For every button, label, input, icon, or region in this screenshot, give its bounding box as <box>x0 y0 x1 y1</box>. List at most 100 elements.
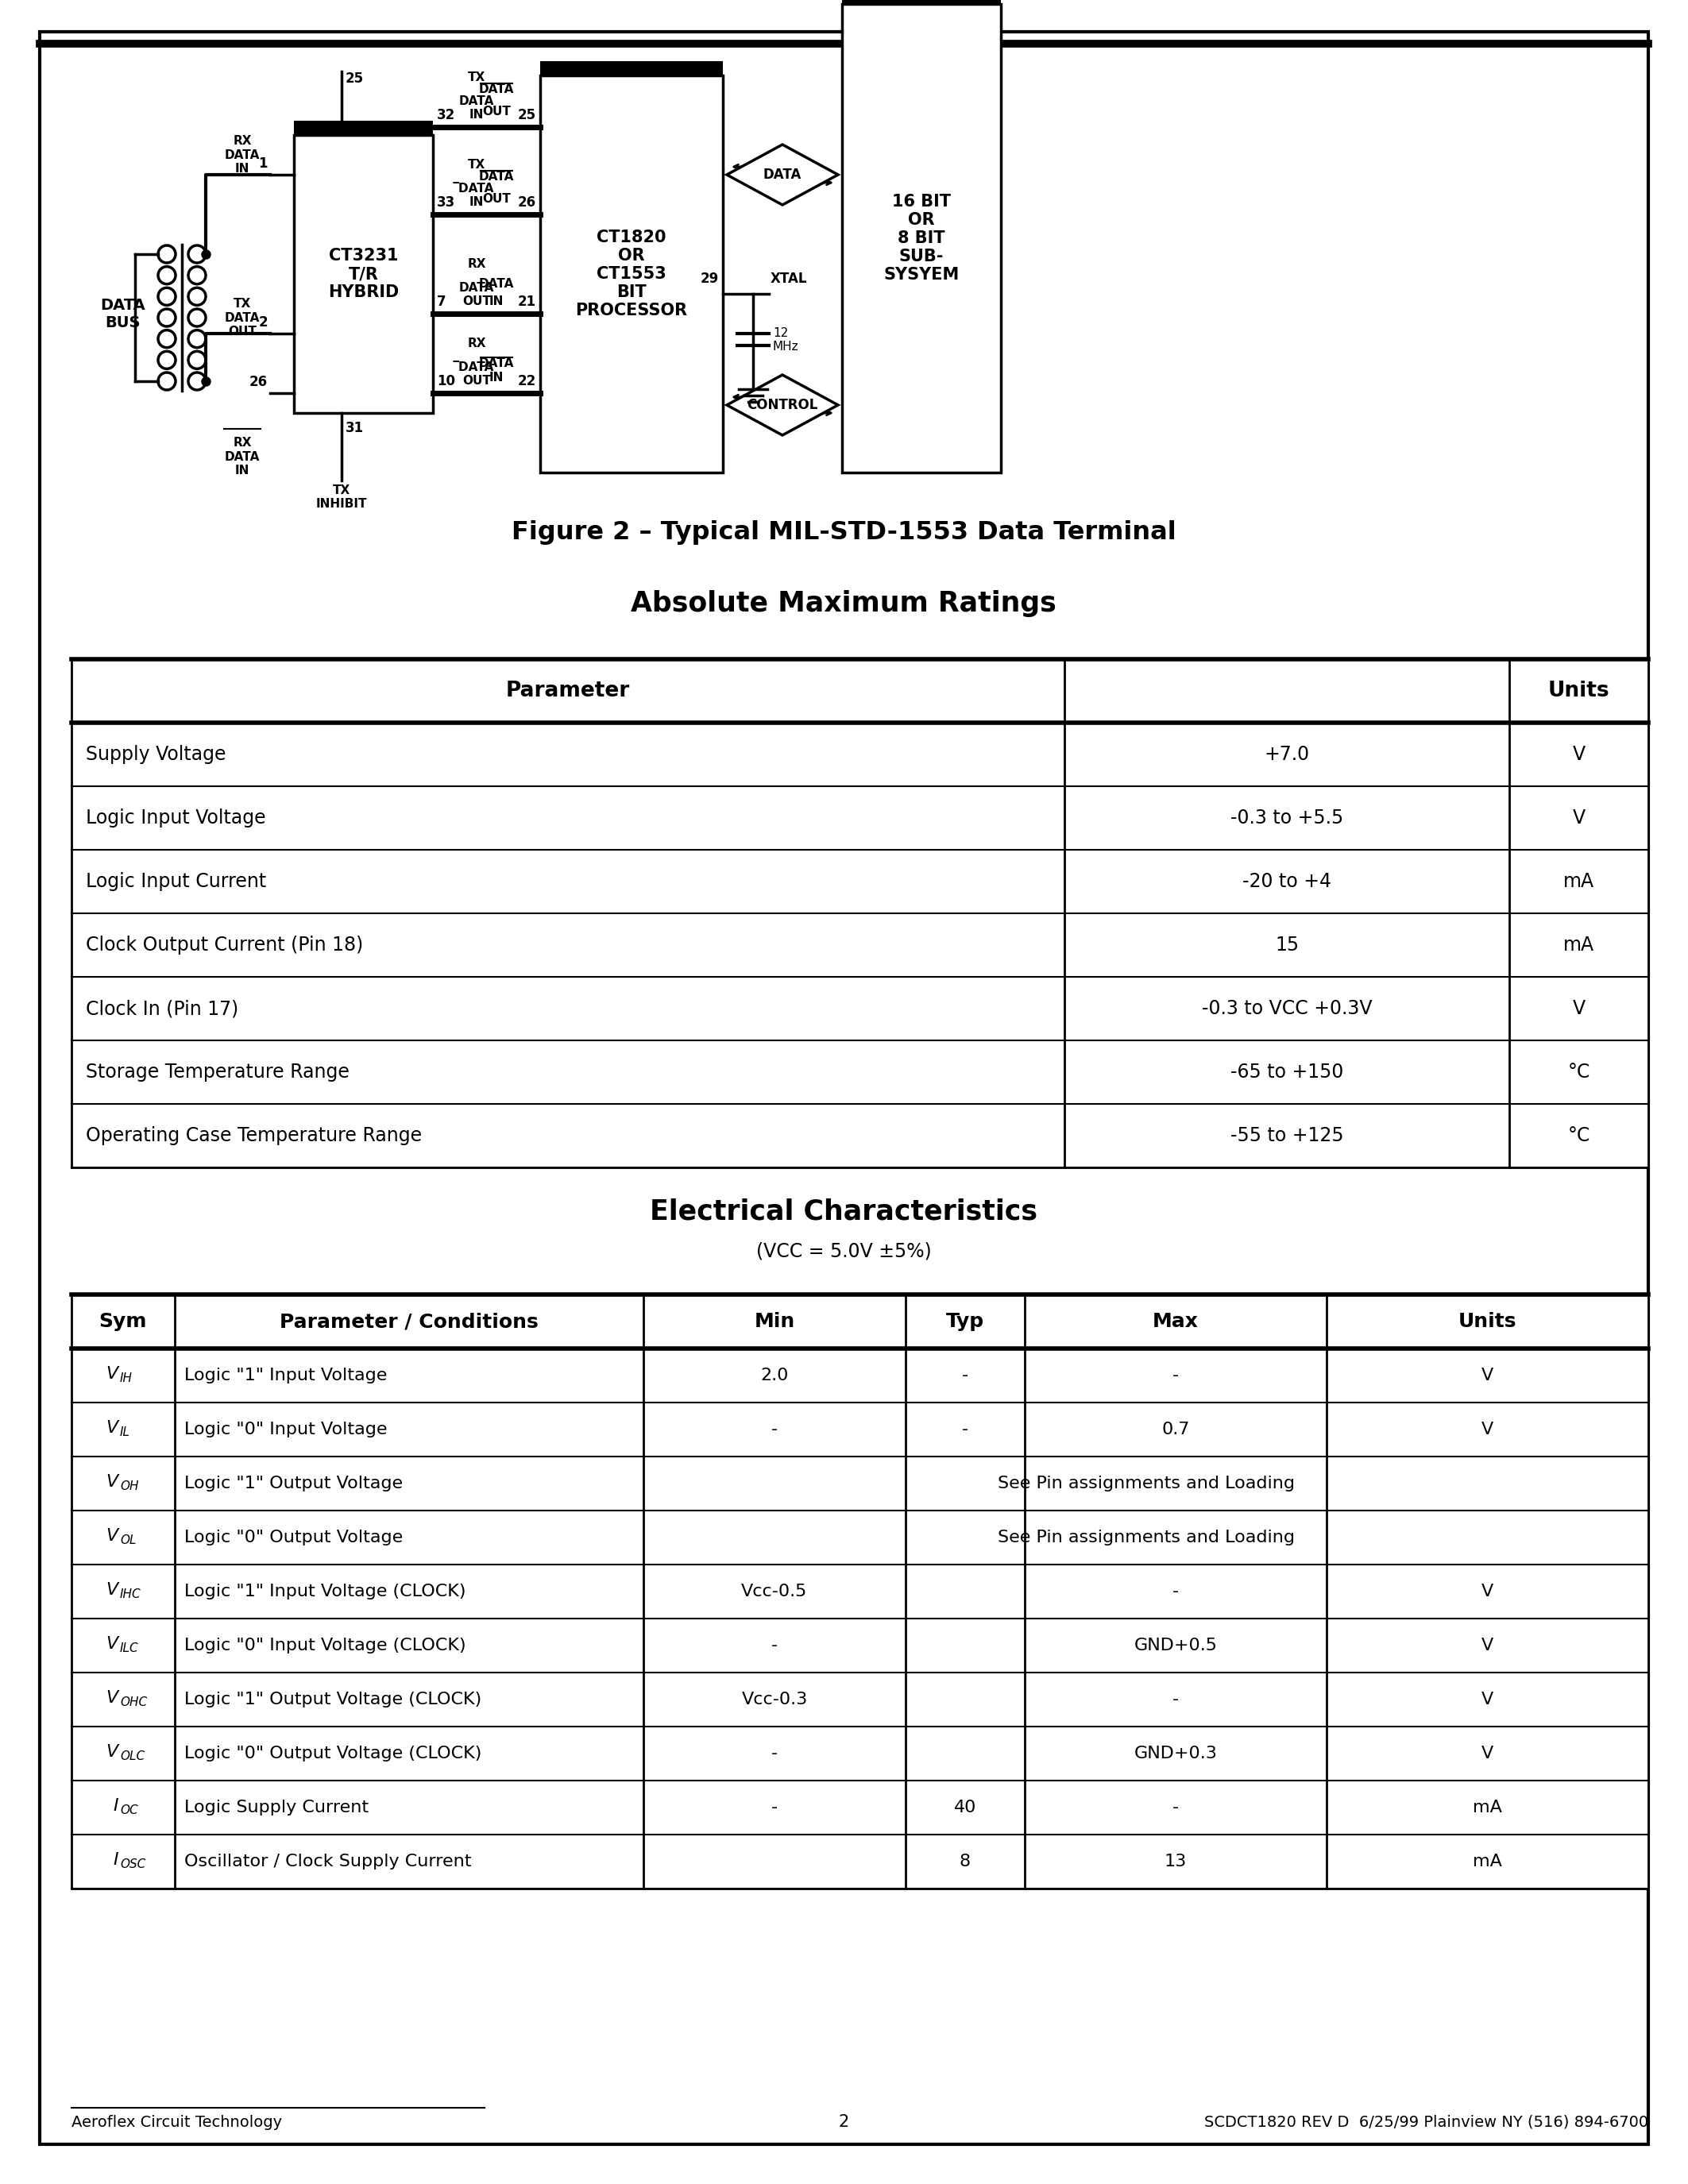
Text: °C: °C <box>1568 1064 1590 1081</box>
Text: 21: 21 <box>518 295 537 308</box>
Text: 1: 1 <box>258 157 268 170</box>
Circle shape <box>159 288 176 306</box>
Text: 15: 15 <box>1274 935 1298 954</box>
Text: 29: 29 <box>701 271 719 286</box>
Bar <box>540 76 722 472</box>
Text: TX: TX <box>468 159 486 170</box>
Text: IN: IN <box>490 371 503 384</box>
Text: 25: 25 <box>518 107 537 122</box>
Text: Supply Voltage: Supply Voltage <box>86 745 226 764</box>
Text: 8: 8 <box>959 1854 971 1870</box>
Text: -: - <box>771 1800 778 1815</box>
Text: OLC: OLC <box>120 1752 145 1762</box>
Text: V: V <box>1573 745 1585 764</box>
Bar <box>71 1295 1647 1889</box>
Text: Clock In (Pin 17): Clock In (Pin 17) <box>86 998 238 1018</box>
Text: V: V <box>106 1365 118 1382</box>
Text: V: V <box>1482 1422 1494 1437</box>
Text: 13: 13 <box>1165 1854 1187 1870</box>
Text: RX: RX <box>468 258 486 271</box>
Text: Aeroflex Circuit Technology: Aeroflex Circuit Technology <box>71 2114 282 2129</box>
Text: DATA
BUS: DATA BUS <box>101 297 145 330</box>
Text: V: V <box>1573 808 1585 828</box>
Text: ILC: ILC <box>120 1642 138 1655</box>
Text: 31: 31 <box>346 422 365 435</box>
Text: CT1820
OR
CT1553
BIT
PROCESSOR: CT1820 OR CT1553 BIT PROCESSOR <box>576 229 687 319</box>
Bar <box>294 135 432 413</box>
Text: 12
MHz: 12 MHz <box>773 328 798 354</box>
Text: IN: IN <box>469 197 484 207</box>
Text: OUT: OUT <box>463 295 491 308</box>
Text: -: - <box>1173 1693 1178 1708</box>
Text: SCDCT1820 REV D  6/25/99 Plainview NY (516) 894-6700: SCDCT1820 REV D 6/25/99 Plainview NY (51… <box>1204 2114 1647 2129</box>
Text: ̅DATA: ̅DATA <box>459 183 495 194</box>
Text: GND+0.3: GND+0.3 <box>1134 1745 1217 1762</box>
Polygon shape <box>728 376 837 435</box>
Text: Storage Temperature Range: Storage Temperature Range <box>86 1064 349 1081</box>
Text: Parameter / Conditions: Parameter / Conditions <box>280 1313 538 1330</box>
Polygon shape <box>728 144 837 205</box>
Text: mA: mA <box>1563 935 1593 954</box>
Text: Operating Case Temperature Range: Operating Case Temperature Range <box>86 1127 422 1144</box>
Text: Units: Units <box>1458 1313 1516 1330</box>
Text: Parameter: Parameter <box>506 681 630 701</box>
Text: GND+0.5: GND+0.5 <box>1134 1638 1217 1653</box>
Text: Electrical Characteristics: Electrical Characteristics <box>650 1197 1038 1225</box>
Text: V: V <box>1573 998 1585 1018</box>
Text: -: - <box>1173 1800 1178 1815</box>
Text: V: V <box>1482 1367 1494 1382</box>
Text: OHC: OHC <box>120 1697 147 1708</box>
Text: IN: IN <box>469 109 484 120</box>
Text: 7: 7 <box>437 295 446 308</box>
Text: Vcc-0.3: Vcc-0.3 <box>741 1693 807 1708</box>
Text: mA: mA <box>1472 1854 1502 1870</box>
Text: V: V <box>106 1636 118 1651</box>
Text: See Pin assignments and Loading: See Pin assignments and Loading <box>998 1476 1295 1492</box>
Text: DATA: DATA <box>479 170 515 183</box>
Text: V: V <box>106 1529 118 1544</box>
Text: IH: IH <box>120 1374 133 1385</box>
Text: DATA: DATA <box>763 168 802 181</box>
Circle shape <box>159 308 176 325</box>
Text: OUT: OUT <box>463 376 491 387</box>
Circle shape <box>159 352 176 369</box>
Text: Logic "0" Output Voltage (CLOCK): Logic "0" Output Voltage (CLOCK) <box>184 1745 481 1762</box>
Text: -0.3 to +5.5: -0.3 to +5.5 <box>1231 808 1344 828</box>
Text: 10: 10 <box>437 373 456 389</box>
Text: mA: mA <box>1563 871 1593 891</box>
Text: 33: 33 <box>437 194 456 210</box>
Text: V: V <box>106 1690 118 1706</box>
Text: °C: °C <box>1568 1127 1590 1144</box>
Text: Logic Input Voltage: Logic Input Voltage <box>86 808 265 828</box>
Text: Vcc-0.5: Vcc-0.5 <box>741 1583 807 1599</box>
Bar <box>842 4 1001 472</box>
Text: Logic "1" Output Voltage: Logic "1" Output Voltage <box>184 1476 403 1492</box>
Text: Max: Max <box>1153 1313 1198 1330</box>
Circle shape <box>159 308 176 325</box>
Text: V: V <box>106 1581 118 1599</box>
Text: TX
INHIBIT: TX INHIBIT <box>316 485 368 511</box>
Text: Logic "1" Output Voltage (CLOCK): Logic "1" Output Voltage (CLOCK) <box>184 1693 481 1708</box>
Text: Logic "0" Input Voltage (CLOCK): Logic "0" Input Voltage (CLOCK) <box>184 1638 466 1653</box>
Text: ̅DATA: ̅DATA <box>459 360 495 373</box>
Circle shape <box>159 352 176 369</box>
Text: (VCC = 5.0V ±5%): (VCC = 5.0V ±5%) <box>756 1241 932 1260</box>
Text: +7.0: +7.0 <box>1264 745 1310 764</box>
Circle shape <box>159 266 176 284</box>
Text: OC: OC <box>120 1804 138 1817</box>
Text: -20 to +4: -20 to +4 <box>1242 871 1332 891</box>
Text: -: - <box>771 1422 778 1437</box>
Text: 40: 40 <box>954 1800 976 1815</box>
Text: mA: mA <box>1472 1800 1502 1815</box>
Text: Min: Min <box>755 1313 795 1330</box>
Text: TX
DATA
OUT: TX DATA OUT <box>225 297 260 339</box>
Text: See Pin assignments and Loading: See Pin assignments and Loading <box>998 1529 1295 1546</box>
Text: Units: Units <box>1548 681 1610 701</box>
Circle shape <box>159 373 176 391</box>
Text: V: V <box>1482 1745 1494 1762</box>
Text: Sym: Sym <box>100 1313 147 1330</box>
Text: Clock Output Current (Pin 18): Clock Output Current (Pin 18) <box>86 935 363 954</box>
Bar <box>294 120 432 135</box>
Text: OL: OL <box>120 1535 137 1546</box>
Text: DATA: DATA <box>459 282 495 295</box>
